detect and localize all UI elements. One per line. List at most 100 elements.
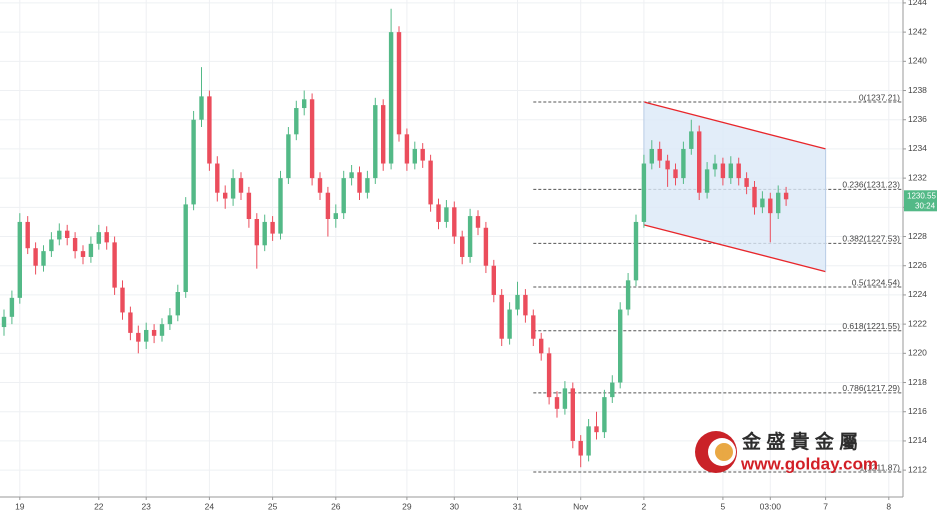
y-tick-label: 1224 (908, 289, 927, 299)
x-tick-label: 29 (402, 501, 412, 511)
candle-body (325, 192, 331, 220)
candle-body (554, 397, 560, 409)
candle-body (270, 221, 275, 234)
y-tick-label: 1218 (908, 377, 927, 387)
candle-body (120, 287, 125, 313)
candle-body (760, 198, 765, 208)
candle-body (309, 99, 315, 179)
candle-body (333, 213, 338, 220)
candle-body (96, 232, 101, 244)
candle-body (657, 148, 662, 161)
candle-body (681, 148, 686, 179)
candle-body (72, 237, 78, 252)
y-tick-label: 1236 (908, 114, 927, 124)
candle-body (728, 163, 733, 179)
x-tick-label: 25 (268, 501, 278, 511)
candle-body (17, 221, 22, 298)
candle-body (388, 32, 394, 164)
x-tick-label: 19 (15, 501, 25, 511)
candle-body (9, 297, 15, 317)
candle-body (602, 397, 607, 433)
x-tick-label: 5 (721, 501, 726, 511)
candle-body (491, 265, 496, 295)
y-tick-label: 1220 (908, 348, 927, 358)
candle-body (783, 192, 789, 200)
candle-body (712, 163, 718, 170)
candle-body (112, 242, 117, 288)
candle-body (720, 163, 726, 179)
candle-body (436, 204, 441, 222)
candle-body (246, 192, 252, 220)
candle-body (562, 388, 568, 409)
candle-body (215, 163, 220, 193)
candle-body (262, 221, 267, 246)
x-tick-label: Nov (573, 501, 589, 511)
watermark-name: 金 盛 貴 金 屬 (741, 430, 858, 453)
candle-body (673, 169, 678, 179)
y-tick-label: 1232 (908, 172, 927, 182)
x-tick-label: 24 (205, 501, 215, 511)
candle-body (633, 221, 639, 281)
candle-body (365, 178, 370, 193)
candle-body (649, 148, 654, 164)
candle-body (539, 338, 544, 354)
fib-label: 0.236(1231.23) (842, 180, 900, 190)
candle-body (278, 178, 283, 234)
x-tick-label: 8 (886, 501, 891, 511)
candle-body (586, 426, 591, 456)
candle-body (49, 239, 54, 252)
candle-body (349, 172, 354, 179)
y-tick-label: 1244 (908, 0, 927, 7)
candle-body (396, 32, 402, 135)
candle-body (515, 294, 520, 310)
y-tick-label: 1212 (908, 464, 927, 474)
candle-body (618, 309, 623, 383)
candle-body (460, 236, 465, 257)
candle-body (41, 251, 46, 266)
watermark-url: www.golday.com (740, 454, 878, 473)
candle-body (420, 148, 425, 161)
watermark: 金 盛 貴 金 屬 www.golday.com (695, 430, 878, 473)
candle-body (238, 178, 244, 193)
price-tag (904, 190, 937, 212)
candle-body (546, 353, 552, 398)
candle-body (452, 207, 457, 237)
candle-body (744, 178, 749, 187)
y-tick-label: 1226 (908, 260, 927, 270)
candle-body (254, 219, 259, 246)
price-tag-value: 1230.55 (907, 191, 936, 200)
candle-body (230, 178, 236, 199)
candle-body (578, 440, 583, 456)
candle-body (704, 169, 710, 193)
candle-body (1, 316, 7, 328)
y-tick-label: 1242 (908, 26, 927, 36)
candle-body (223, 192, 228, 199)
y-tick-label: 1214 (908, 435, 927, 445)
candle-body (175, 292, 180, 316)
candle-body (88, 243, 94, 257)
candle-body (167, 315, 173, 325)
y-tick-label: 1240 (908, 56, 927, 66)
candle-body (641, 163, 647, 222)
candle-body (768, 198, 773, 214)
fib-label: 0.786(1217.29) (842, 383, 900, 393)
x-tick-label: 03:00 (760, 501, 782, 511)
candle-body (317, 178, 323, 193)
x-tick-label: 7 (823, 501, 828, 511)
candle-body (444, 207, 449, 222)
fib-label: 0(1237.21) (859, 92, 900, 102)
fib-label: 0.382(1227.53) (842, 234, 900, 244)
candle-body (507, 309, 512, 339)
fib-label: 0.618(1221.55) (842, 321, 900, 331)
x-tick-label: 26 (331, 501, 341, 511)
candle-body (523, 294, 528, 316)
candle-body (531, 315, 536, 339)
x-tick-label: 31 (513, 501, 523, 511)
candle-body (128, 312, 133, 333)
candle-body (594, 426, 599, 433)
channel-upper (643, 101, 826, 150)
x-tick-label: 2 (642, 501, 647, 511)
x-tick-label: 22 (94, 501, 104, 511)
candle-body (570, 388, 575, 441)
